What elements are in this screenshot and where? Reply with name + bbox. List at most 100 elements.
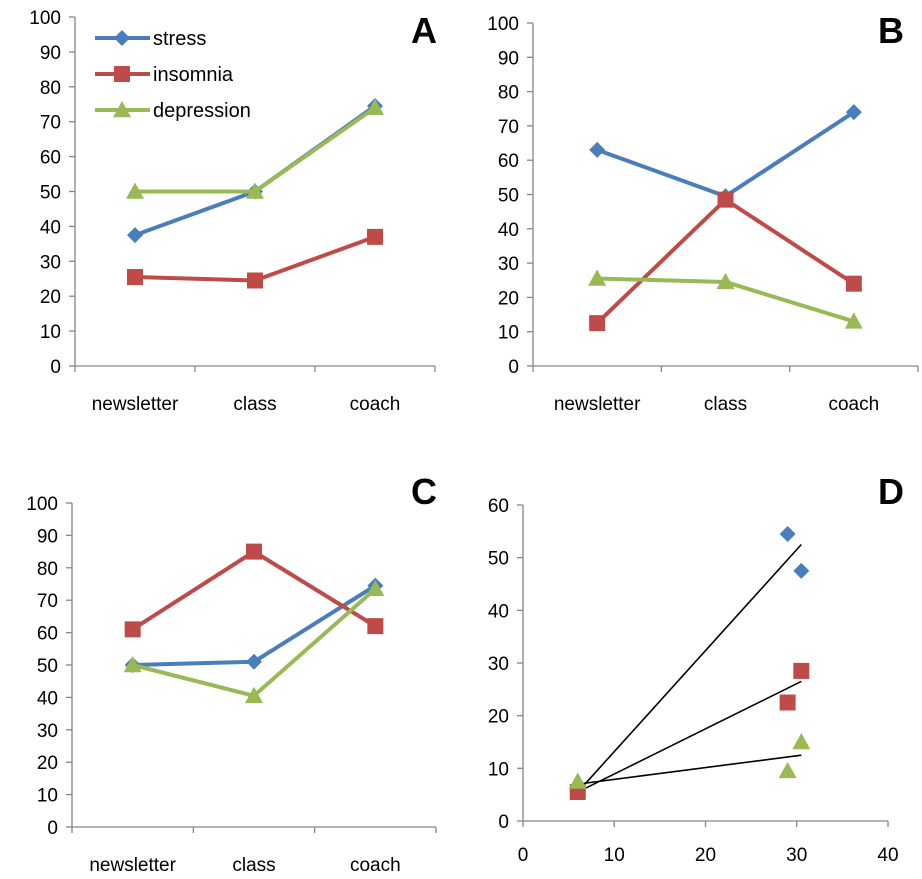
stress-data-point: [127, 227, 143, 244]
x-tick-label: newsletter: [89, 855, 176, 876]
x-tick-label: class: [233, 394, 276, 415]
y-tick-label: 30: [40, 252, 61, 273]
y-tick-label: 50: [488, 549, 509, 570]
x-tick-label: coach: [350, 394, 401, 415]
y-tick-label: 80: [37, 559, 58, 580]
panel-letter-b: B: [878, 10, 904, 51]
x-tick-label: 40: [877, 845, 898, 866]
depression-scatter-point: [568, 772, 587, 789]
stress-series-line: [132, 583, 377, 667]
insomnia-data-point: [845, 275, 862, 292]
panel-letter-a: A: [411, 10, 437, 51]
x-tick-label: coach: [828, 394, 879, 415]
y-tick-label: 60: [37, 624, 58, 645]
panel-a-chart: 0 10 20 30 40 50 60 70 80 90 100 newsletter class coa…: [29, 8, 437, 415]
y-tick-label: 40: [37, 688, 58, 709]
y-tick-label: 60: [498, 151, 519, 172]
depression-data-point: [123, 656, 142, 673]
y-tick-label: 90: [498, 48, 519, 69]
y-tick-label: 10: [498, 323, 519, 344]
panel-d-chart: 0 10 20 30 40 50 60 0 10 20 30 40 D: [488, 471, 904, 866]
insomnia-data-point: [589, 315, 606, 332]
y-tick-label: 40: [488, 601, 509, 622]
y-tick-label: 30: [498, 254, 519, 275]
depression-data-point: [245, 686, 263, 703]
y-tick-label: 0: [508, 357, 519, 378]
insomnia-series-line: [595, 197, 855, 325]
y-tick-label: 50: [37, 656, 58, 677]
y-tick-label: 50: [498, 186, 519, 207]
stress-data-point: [845, 104, 862, 121]
y-tick-label: 10: [40, 322, 61, 343]
y-tick-label: 0: [50, 357, 61, 378]
x-tick-label: newsletter: [554, 394, 641, 415]
depression-data-point: [366, 98, 384, 115]
y-tick-label: 40: [498, 220, 519, 241]
legend-marker-insomnia: [114, 66, 130, 82]
y-tick-label: 30: [37, 721, 58, 742]
insomnia-data-point: [124, 621, 141, 638]
y-tick-label: 0: [47, 818, 58, 839]
legend-label-depression: depression: [153, 100, 251, 122]
stress-scatter-point: [793, 562, 810, 579]
y-tick-label: 50: [40, 183, 61, 204]
stress-data-point: [589, 141, 606, 158]
x-tick-label: 30: [786, 845, 807, 866]
insomnia-scatter-point: [779, 694, 796, 711]
y-tick-label: 80: [498, 83, 519, 104]
y-tick-label: 90: [37, 526, 58, 547]
legend-marker-depression: [113, 101, 131, 118]
stress-series-line: [596, 110, 855, 199]
y-tick-label: 100: [26, 494, 58, 515]
depression-trend-line: [577, 754, 802, 785]
legend-label-stress: stress: [153, 28, 206, 50]
depression-scatter-point: [778, 761, 797, 779]
x-tick-label: 0: [518, 845, 529, 866]
y-tick-label: 20: [488, 707, 509, 728]
stress-scatter-point: [779, 525, 796, 542]
depression-data-point: [588, 269, 607, 286]
depression-data-point: [716, 272, 735, 290]
panel-c-chart: 0 10 20 30 40 50 60 70 80 90 100 newsletter class coa…: [26, 471, 437, 876]
insomnia-data-point: [367, 618, 384, 635]
panel-letter-c: C: [411, 471, 437, 512]
x-tick-label: newsletter: [92, 394, 179, 415]
depression-data-point: [844, 312, 863, 329]
y-tick-label: 10: [488, 759, 509, 780]
insomnia-data-point: [717, 191, 734, 208]
y-tick-label: 70: [37, 591, 58, 612]
y-tick-label: 70: [498, 117, 519, 138]
y-tick-label: 100: [29, 8, 61, 29]
stress-trend-line: [577, 543, 802, 793]
insomnia-data-point: [246, 543, 262, 560]
insomnia-data-point: [127, 269, 143, 286]
y-tick-label: 0: [498, 812, 509, 833]
panel-letter-d: D: [878, 471, 904, 512]
y-tick-label: 60: [40, 148, 61, 169]
y-tick-label: 20: [40, 287, 61, 308]
x-tick-label: coach: [350, 855, 401, 876]
depression-data-point: [246, 182, 264, 199]
depression-data-point: [366, 579, 385, 597]
x-tick-label: class: [704, 394, 747, 415]
y-tick-label: 10: [37, 786, 58, 807]
depression-scatter-point: [792, 733, 811, 750]
y-tick-label: 40: [40, 217, 61, 238]
x-tick-label: class: [232, 855, 275, 876]
x-tick-label: 20: [695, 845, 716, 866]
y-tick-label: 80: [40, 78, 61, 99]
depression-data-point: [126, 182, 144, 199]
legend: stress insomnia depression: [95, 28, 251, 122]
y-tick-label: 30: [488, 654, 509, 675]
y-tick-label: 20: [498, 288, 519, 309]
y-tick-label: 100: [487, 14, 519, 35]
insomnia-data-point: [367, 228, 383, 245]
x-tick-label: 10: [604, 845, 625, 866]
insomnia-data-point: [247, 272, 263, 289]
y-tick-label: 20: [37, 753, 58, 774]
stress-data-point: [246, 653, 262, 670]
y-tick-label: 90: [40, 43, 61, 64]
insomnia-series-line: [131, 549, 377, 632]
legend-marker-stress: [114, 30, 130, 46]
